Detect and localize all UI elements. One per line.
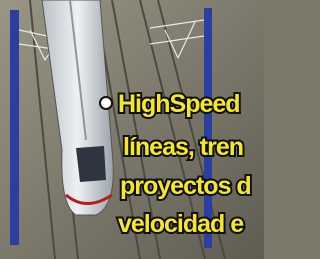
caption-line: HighSpeed (118, 90, 240, 118)
pole-left (10, 10, 19, 245)
scene: HighSpeed líneas, tren proyectos d veloc… (0, 0, 264, 259)
bullet (100, 97, 112, 109)
caption-line: líneas, tren (123, 133, 243, 161)
caption-line: velocidad e (118, 210, 244, 238)
page: HighSpeed líneas, tren proyectos d veloc… (0, 0, 264, 259)
caption-line: proyectos d (120, 172, 251, 200)
